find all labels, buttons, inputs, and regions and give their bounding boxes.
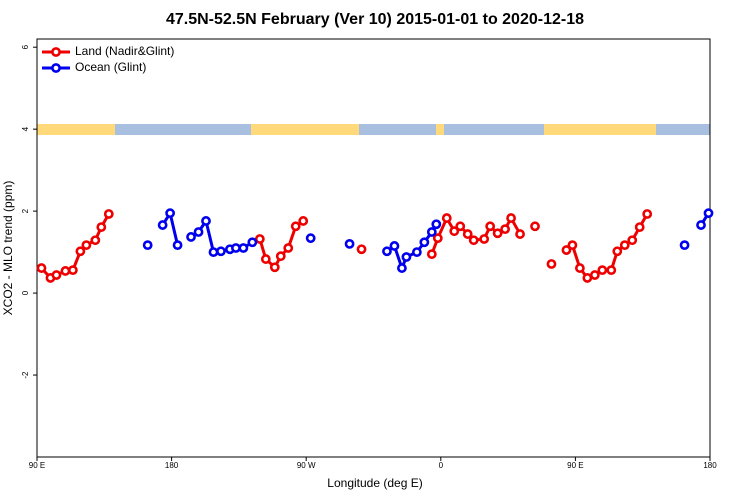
- point: [75, 246, 86, 257]
- point: [356, 244, 367, 255]
- point: [298, 216, 309, 226]
- point: [36, 263, 47, 273]
- point: [283, 243, 294, 253]
- point: [597, 265, 608, 276]
- point: [696, 220, 706, 230]
- land-mask-strip: [37, 124, 710, 135]
- point: [216, 246, 226, 257]
- point: [567, 240, 578, 251]
- point: [231, 243, 241, 253]
- ocean-band: [444, 124, 544, 135]
- point: [432, 233, 443, 244]
- x-tick-label: 90 E: [567, 461, 583, 470]
- point: [275, 251, 286, 262]
- point: [679, 240, 690, 251]
- point: [455, 221, 466, 232]
- point: [506, 213, 516, 223]
- point: [67, 265, 78, 276]
- point: [247, 237, 258, 248]
- point: [389, 241, 400, 251]
- point: [419, 237, 430, 248]
- legend-marker: [51, 63, 61, 73]
- y-tick-label: -2: [21, 371, 30, 379]
- point: [401, 252, 412, 262]
- point: [165, 208, 176, 219]
- point: [90, 235, 101, 246]
- point: [468, 235, 479, 246]
- point: [582, 273, 593, 283]
- point: [142, 240, 153, 251]
- point: [186, 232, 196, 242]
- point: [561, 245, 572, 255]
- y-axis-label: XCO2 - MLO trend (ppm): [1, 181, 15, 316]
- y-tick-label: 0: [21, 290, 30, 295]
- point: [238, 243, 249, 253]
- point: [305, 233, 316, 244]
- point: [201, 216, 211, 226]
- legend-label: Ocean (Glint): [75, 60, 146, 74]
- point: [208, 247, 219, 257]
- point: [574, 263, 585, 273]
- series-line: [40, 213, 649, 280]
- y-tick-label: 4: [21, 126, 30, 131]
- land-band: [37, 124, 115, 135]
- point: [172, 240, 183, 251]
- point: [642, 209, 653, 219]
- point: [193, 227, 204, 237]
- plot-frame: [36, 38, 711, 458]
- point: [254, 234, 265, 244]
- point: [60, 266, 71, 276]
- chart-title: 47.5N-52.5N February (Ver 10) 2015-01-01…: [166, 11, 584, 28]
- land-band: [436, 124, 444, 135]
- ocean-band: [359, 124, 436, 135]
- point: [397, 263, 407, 273]
- ocean-band: [656, 124, 710, 135]
- x-tick-label: 180: [165, 461, 179, 470]
- point: [530, 221, 540, 232]
- point: [515, 229, 525, 239]
- point: [431, 219, 442, 230]
- x-tick-label: 90 E: [29, 461, 45, 470]
- point: [269, 262, 280, 273]
- point: [703, 208, 714, 219]
- land-band: [251, 124, 359, 135]
- point: [260, 254, 271, 264]
- point: [449, 226, 460, 237]
- point: [344, 239, 355, 249]
- point: [426, 249, 437, 260]
- x-axis-label: Longitude (deg E): [327, 476, 422, 490]
- point: [500, 224, 511, 235]
- point: [485, 221, 496, 232]
- point: [606, 265, 617, 276]
- point: [589, 270, 600, 280]
- x-tick-label: 0: [439, 461, 444, 470]
- point: [612, 246, 623, 257]
- point: [411, 247, 422, 257]
- y-tick-label: 6: [21, 44, 30, 49]
- y-tick-label: 2: [21, 208, 30, 213]
- point: [96, 222, 107, 232]
- point: [157, 220, 168, 230]
- point: [546, 259, 557, 269]
- point: [479, 234, 490, 244]
- legend-label: Land (Nadir&Glint): [75, 44, 174, 58]
- ocean-band: [115, 124, 251, 135]
- point: [81, 240, 92, 251]
- point: [619, 240, 630, 251]
- point: [441, 213, 452, 223]
- point: [462, 229, 473, 239]
- point: [51, 270, 62, 280]
- point: [627, 235, 638, 246]
- x-tick-label: 90 W: [297, 461, 316, 470]
- land-band: [544, 124, 656, 135]
- point: [426, 227, 437, 237]
- point: [290, 221, 301, 232]
- point: [382, 246, 392, 257]
- point: [634, 222, 645, 232]
- legend-marker: [51, 47, 61, 57]
- x-tick-label: 180: [703, 461, 717, 470]
- point: [103, 209, 114, 219]
- point: [492, 228, 503, 239]
